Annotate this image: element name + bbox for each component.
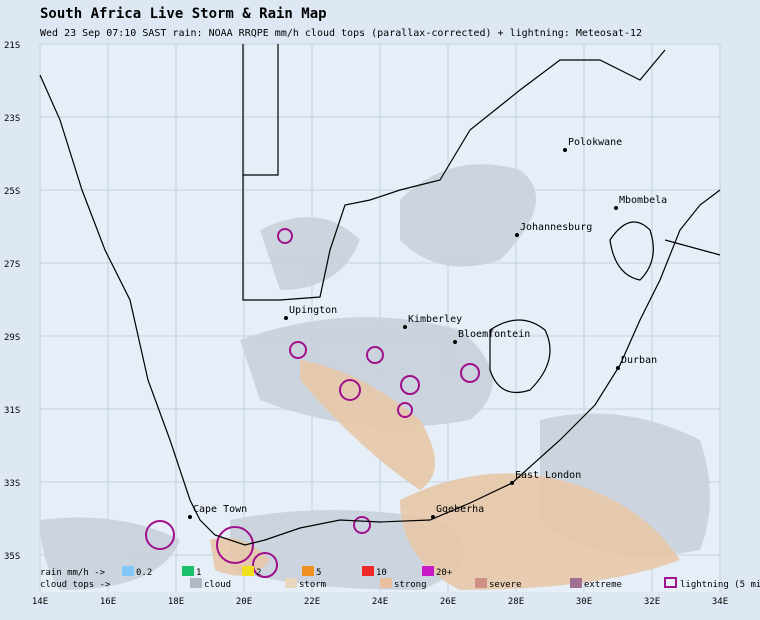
city-label: Gqeberha	[436, 504, 484, 515]
cloud-swatch	[285, 578, 297, 588]
city-label: Kimberley	[408, 314, 462, 325]
lon-label: 34E	[712, 597, 728, 607]
lon-label: 24E	[372, 597, 388, 607]
cloud-label: storm	[299, 580, 326, 590]
rain-swatch	[362, 566, 374, 576]
city-dot	[563, 148, 567, 152]
cloud-legend-label: cloud tops ->	[40, 580, 111, 590]
cloud-label: extreme	[584, 580, 622, 590]
cloud-swatch	[570, 578, 582, 588]
lon-label: 20E	[236, 597, 252, 607]
lon-label: 18E	[168, 597, 184, 607]
rain-swatch	[242, 566, 254, 576]
city-dot	[284, 316, 288, 320]
cloud-label: cloud	[204, 580, 231, 590]
city-dot	[510, 481, 514, 485]
lat-label: 31S	[4, 406, 20, 416]
lon-label: 26E	[440, 597, 456, 607]
city-label: Mbombela	[619, 195, 667, 206]
lon-label: 14E	[32, 597, 48, 607]
lightning-swatch	[664, 577, 677, 588]
city-dot	[431, 515, 435, 519]
city-label: Johannesburg	[520, 222, 592, 233]
rain-label: 0.2	[136, 568, 152, 578]
lat-label: 33S	[4, 479, 20, 489]
city-dot	[614, 206, 618, 210]
city-label: Bloemfontein	[458, 329, 530, 340]
map-labels: Polokwane Mbombela Johannesburg Upington Kim…	[188, 137, 667, 519]
lon-label: 22E	[304, 597, 320, 607]
lightning-cells	[145, 228, 480, 578]
city-label: East London	[515, 470, 581, 481]
lon-label: 28E	[508, 597, 524, 607]
rain-label: 5	[316, 568, 321, 578]
cloud-swatch	[475, 578, 487, 588]
coastline-borders	[39, 44, 721, 546]
city-label: Polokwane	[568, 137, 622, 148]
city-dot	[453, 340, 457, 344]
cloud-label: strong	[394, 580, 427, 590]
city-label: Upington	[289, 305, 337, 316]
rain-label: 2	[256, 568, 261, 578]
city-label: Durban	[621, 355, 657, 366]
lat-label: 21S	[4, 41, 20, 51]
rain-label: 20+	[436, 568, 453, 578]
rain-label: 1	[196, 568, 201, 578]
lat-label: 25S	[4, 187, 20, 197]
lon-label: 30E	[576, 597, 592, 607]
city-dot	[515, 233, 519, 237]
lat-label: 35S	[4, 552, 20, 562]
rain-legend-label: rain mm/h ->	[40, 568, 106, 578]
cloud-label: severe	[489, 580, 522, 590]
rain-swatch	[302, 566, 314, 576]
city-label: Cape Town	[193, 504, 247, 515]
lon-label: 16E	[100, 597, 116, 607]
city-dot	[616, 366, 620, 370]
lightning-label: lightning (5 min	[680, 580, 760, 590]
city-dot	[403, 325, 407, 329]
title: South Africa Live Storm & Rain Map	[40, 6, 327, 22]
city-dot	[188, 515, 192, 519]
cloud-swatch	[380, 578, 392, 588]
rain-swatch	[122, 566, 134, 576]
rain-label: 10	[376, 568, 387, 578]
cloud-swatch	[190, 578, 202, 588]
lat-label: 29S	[4, 333, 20, 343]
subtitle: Wed 23 Sep 07:10 SAST rain: NOAA RRQPE m…	[40, 28, 642, 39]
lat-label: 27S	[4, 260, 20, 270]
rain-swatch	[182, 566, 194, 576]
lat-label: 23S	[4, 114, 20, 124]
lon-label: 32E	[644, 597, 660, 607]
rain-swatch	[422, 566, 434, 576]
